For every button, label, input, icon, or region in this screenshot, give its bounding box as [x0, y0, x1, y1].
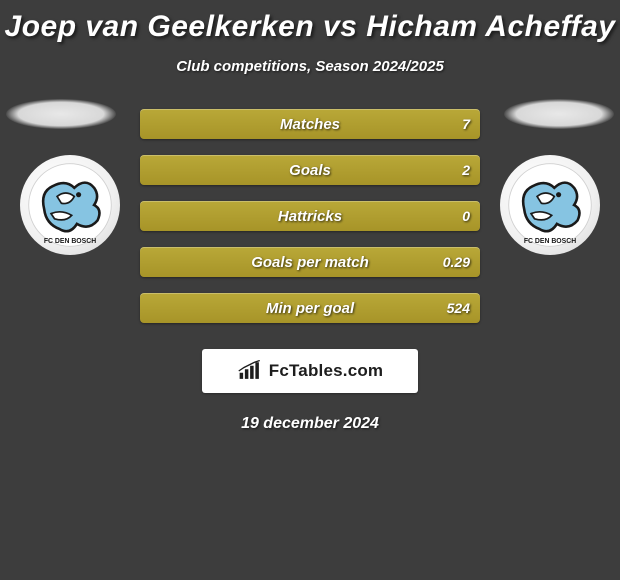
chart-icon [237, 360, 265, 382]
stat-bar-min-per-goal: Min per goal 524 [140, 293, 480, 323]
stat-label: Goals [289, 162, 331, 179]
stat-value: 524 [447, 300, 470, 316]
watermark-text: FcTables.com [269, 361, 384, 381]
stat-bars: Matches 7 Goals 2 Hattricks 0 Goals per … [140, 105, 480, 323]
stat-value: 2 [462, 162, 470, 178]
stat-label: Matches [280, 116, 340, 133]
date-text: 19 december 2024 [0, 415, 620, 433]
stat-value: 0.29 [443, 254, 470, 270]
stat-bar-matches: Matches 7 [140, 109, 480, 139]
player-avatar-left [6, 99, 116, 129]
watermark: FcTables.com [202, 349, 418, 393]
dragon-icon: FC DEN BOSCH [27, 162, 113, 248]
player-avatar-right [504, 99, 614, 129]
stat-label: Goals per match [251, 254, 369, 271]
svg-text:FC DEN BOSCH: FC DEN BOSCH [44, 238, 96, 245]
page-title: Joep van Geelkerken vs Hicham Acheffay [0, 0, 620, 44]
stats-area: FC DEN BOSCH FC DEN BOSCH Matches 7 Goal… [0, 105, 620, 323]
team-badge-right: FC DEN BOSCH [500, 155, 600, 255]
stat-value: 0 [462, 208, 470, 224]
stat-bar-goals: Goals 2 [140, 155, 480, 185]
page-subtitle: Club competitions, Season 2024/2025 [0, 58, 620, 75]
stat-bar-hattricks: Hattricks 0 [140, 201, 480, 231]
stat-bar-goals-per-match: Goals per match 0.29 [140, 247, 480, 277]
stat-value: 7 [462, 116, 470, 132]
stat-label: Min per goal [266, 300, 354, 317]
stat-label: Hattricks [278, 208, 342, 225]
dragon-icon: FC DEN BOSCH [507, 162, 593, 248]
svg-text:FC DEN BOSCH: FC DEN BOSCH [524, 238, 576, 245]
team-badge-left: FC DEN BOSCH [20, 155, 120, 255]
